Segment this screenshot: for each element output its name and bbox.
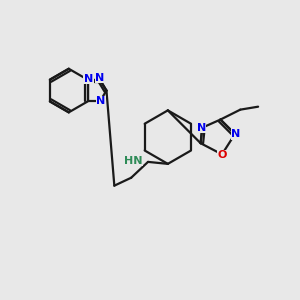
Text: HN: HN — [124, 156, 142, 166]
Text: N: N — [231, 129, 241, 139]
Text: O: O — [217, 150, 227, 160]
Text: N: N — [95, 73, 104, 83]
Text: N: N — [84, 74, 93, 84]
Text: N: N — [96, 97, 106, 106]
Text: N: N — [196, 123, 206, 133]
